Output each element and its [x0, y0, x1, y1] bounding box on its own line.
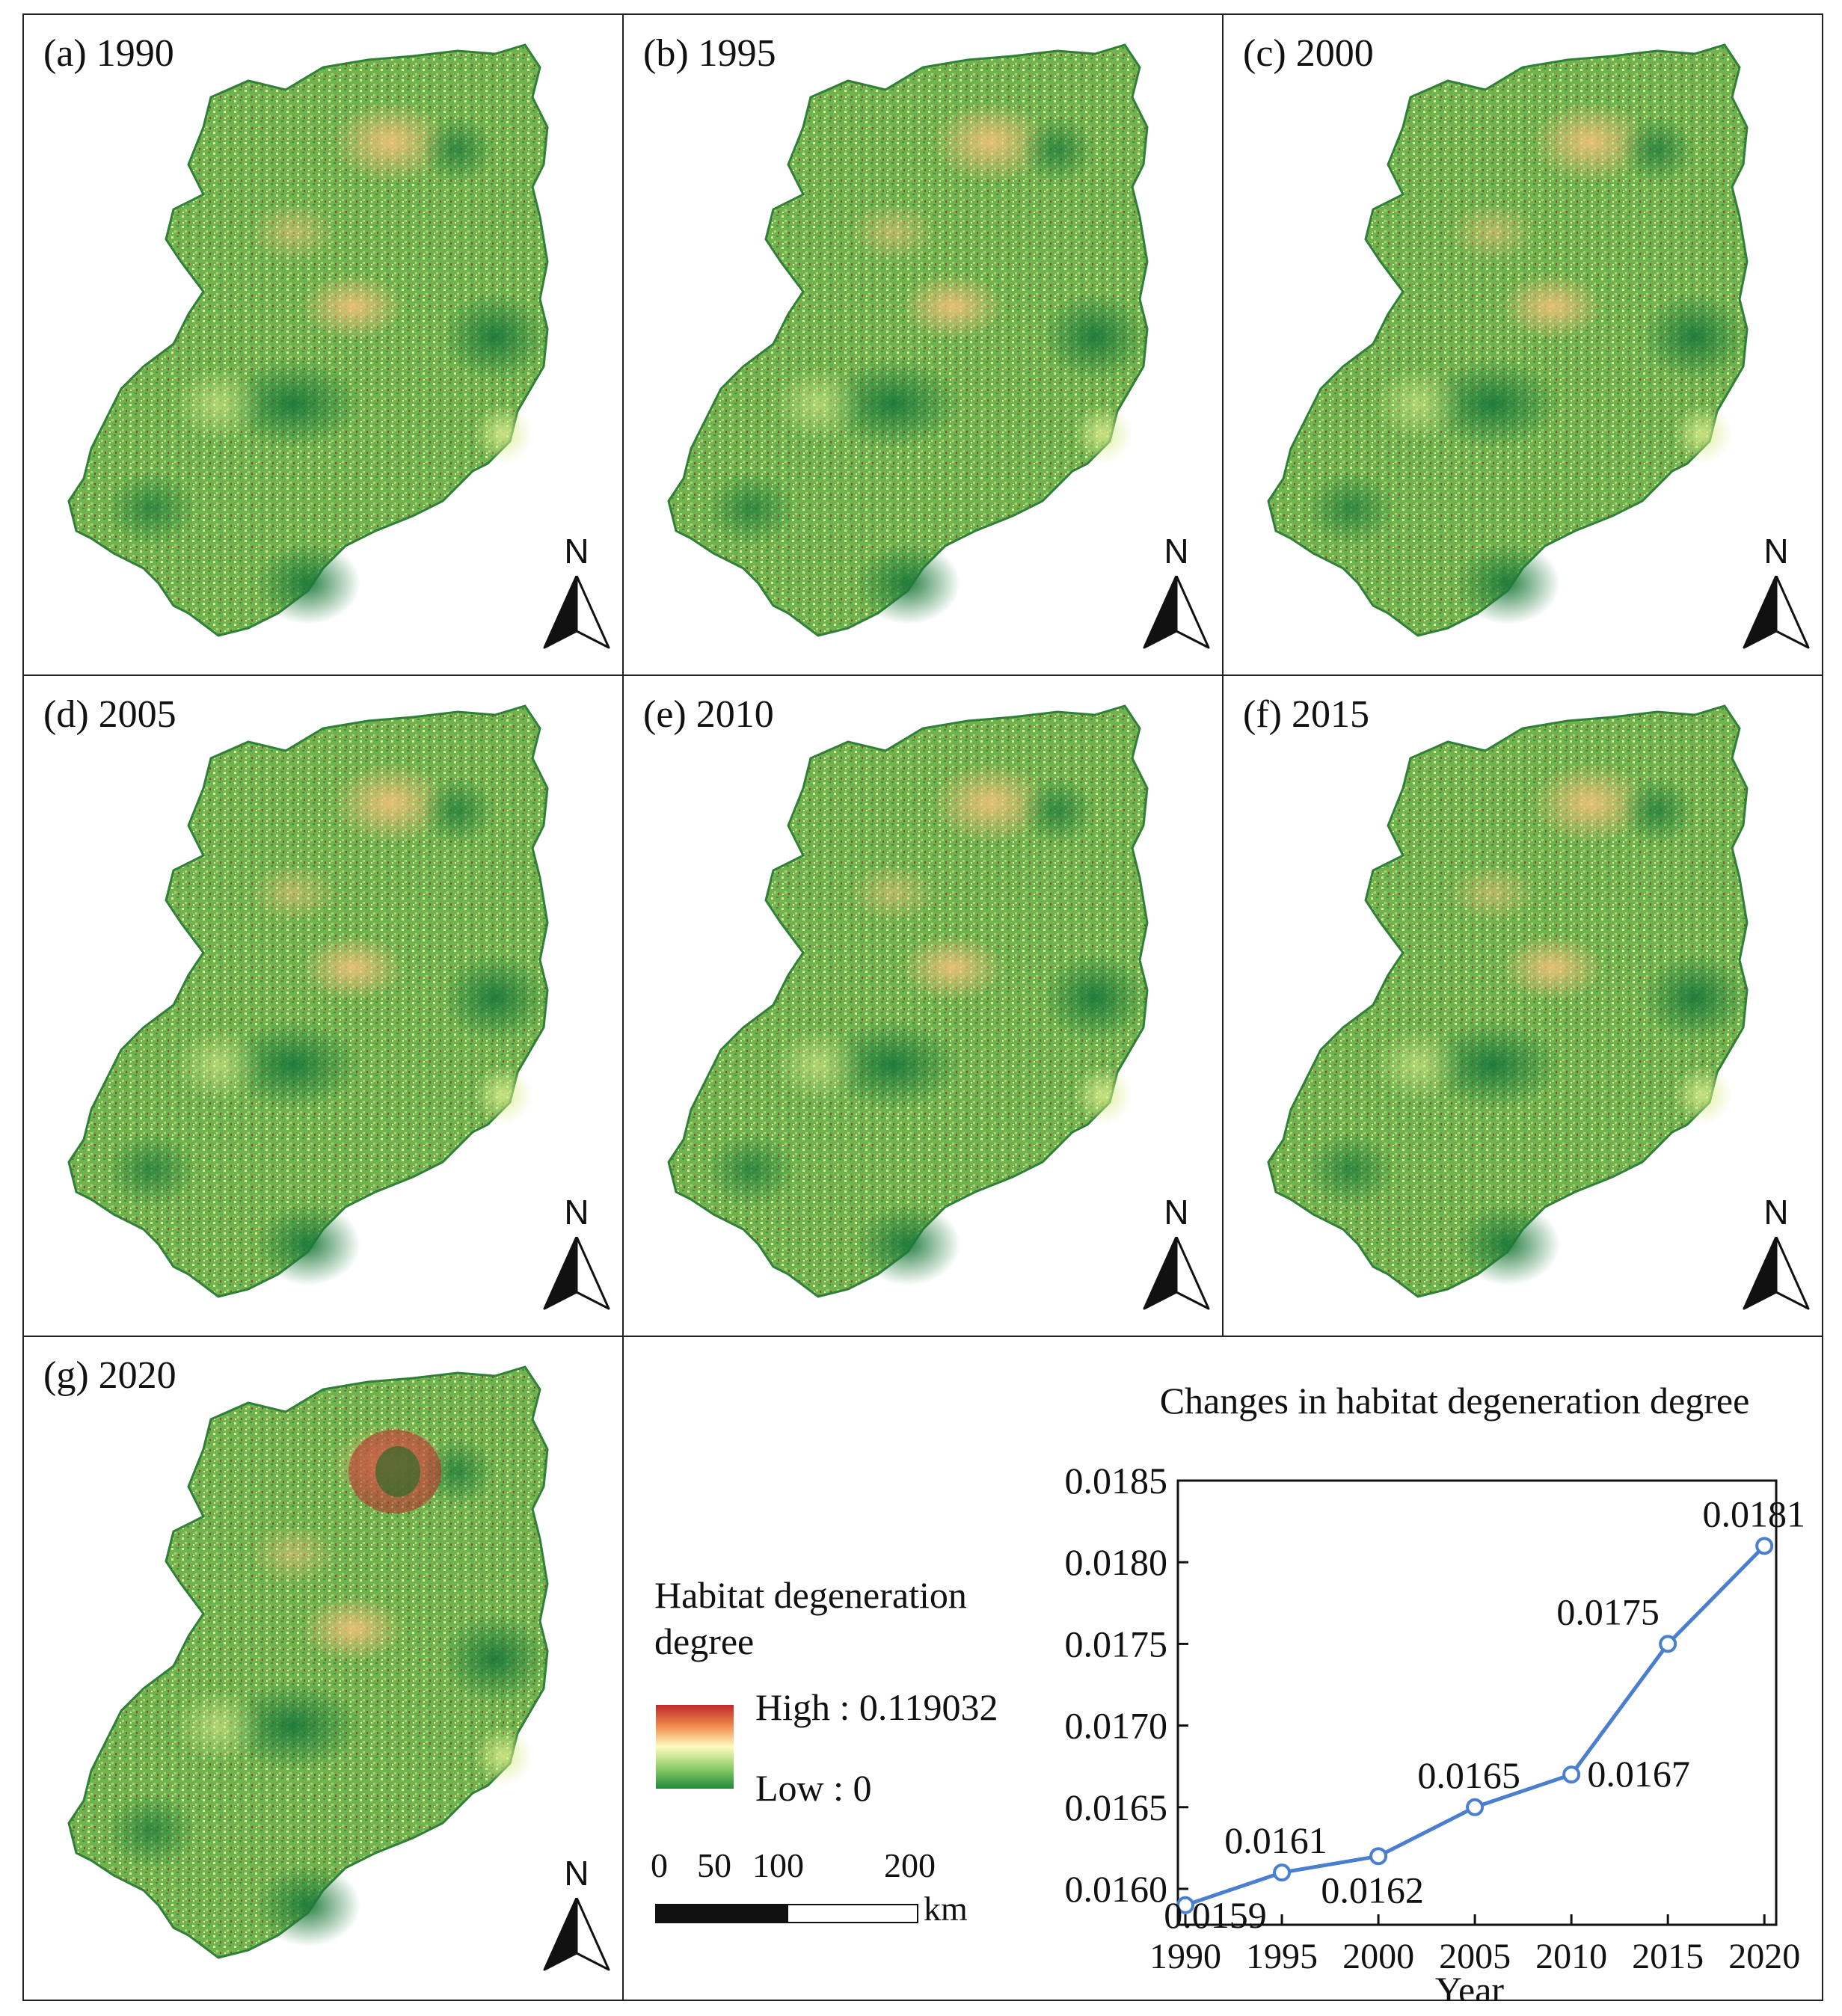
scale-bar: 0 50 100 200 km	[651, 1846, 968, 1928]
x-tick-label: 2005	[1439, 1937, 1511, 1976]
north-letter: N	[1164, 532, 1189, 571]
data-point	[1659, 1635, 1677, 1653]
legend-color-ramp	[656, 1705, 734, 1789]
x-axis-label: Year	[1435, 1969, 1504, 2001]
y-tick-label: 0.0185	[1065, 1460, 1168, 1502]
habitat-map	[1267, 43, 1749, 637]
map-panel-2005: (d) 2005 N	[22, 674, 624, 1337]
north-letter: N	[1763, 1193, 1789, 1232]
data-label: 0.0175	[1556, 1591, 1660, 1632]
panel-label: (b) 1995	[643, 32, 776, 75]
data-label: 0.0165	[1417, 1754, 1520, 1796]
panel-label: (f) 2015	[1243, 693, 1369, 736]
scale-unit: km	[924, 1890, 968, 1928]
data-point	[1466, 1798, 1485, 1816]
data-label: 0.0162	[1321, 1869, 1424, 1911]
x-tick-label: 1990	[1149, 1937, 1221, 1976]
y-tick-label: 0.0180	[1065, 1541, 1168, 1583]
panel-label: (c) 2000	[1243, 32, 1374, 75]
scale-segment-white	[787, 1904, 918, 1923]
data-point	[1562, 1765, 1581, 1784]
map-panel-2000: (c) 2000 N	[1222, 13, 1823, 676]
map-panel-2020: (g) 2020 N	[22, 1336, 624, 2001]
legend-low-label: Low : 0	[755, 1767, 872, 1809]
data-label: 0.0159	[1164, 1894, 1267, 1936]
north-arrow: N	[543, 531, 610, 658]
habitat-map	[67, 704, 549, 1298]
data-point	[1273, 1863, 1292, 1882]
chart-title: Changes in habitat degeneration degree	[1160, 1380, 1750, 1422]
data-point	[1176, 1896, 1194, 1914]
data-point	[1755, 1537, 1774, 1555]
legend-chart-panel	[622, 1336, 1823, 2001]
scale-label-0: 0	[651, 1846, 668, 1884]
panel-label: (a) 1990	[43, 32, 174, 75]
high-degeneration-core	[375, 1446, 420, 1497]
map-panel-1995: (b) 1995 N	[622, 13, 1224, 676]
habitat-degeneration-line-chart: Changes in habitat degeneration degree 0.…	[1065, 1380, 1805, 2001]
scale-label-100: 100	[752, 1846, 804, 1884]
x-tick-label: 1995	[1246, 1937, 1318, 1976]
plot-frame	[1176, 1479, 1778, 1926]
panel-label: (d) 2005	[43, 693, 176, 736]
north-letter: N	[1164, 1193, 1189, 1232]
data-label: 0.0161	[1224, 1819, 1327, 1861]
scale-segment-black	[655, 1904, 787, 1923]
y-tick-label: 0.0165	[1065, 1786, 1168, 1828]
legend-high-label: High : 0.119032	[755, 1686, 998, 1728]
legend-title: Habitat degeneration degree	[654, 1574, 967, 1662]
scale-label-200: 200	[884, 1846, 936, 1884]
habitat-map	[67, 1365, 549, 1959]
scale-label-50: 50	[697, 1846, 731, 1884]
data-point	[1369, 1847, 1388, 1866]
y-tick-label: 0.0170	[1065, 1705, 1168, 1747]
north-letter: N	[564, 532, 589, 571]
panel-label: (e) 2010	[643, 693, 774, 736]
x-tick-label: 2000	[1342, 1937, 1414, 1976]
north-arrow: N	[1743, 531, 1810, 658]
north-arrow: N	[1143, 531, 1210, 658]
habitat-map	[667, 704, 1149, 1298]
north-letter: N	[1763, 532, 1789, 571]
map-panel-1990: (a) 1990 N	[22, 13, 624, 676]
north-letter: N	[564, 1193, 589, 1232]
data-label: 0.0181	[1702, 1493, 1805, 1534]
x-tick-label: 2015	[1632, 1937, 1704, 1976]
north-arrow: N	[1743, 1192, 1810, 1319]
habitat-map	[1267, 704, 1749, 1298]
data-label: 0.0167	[1587, 1753, 1690, 1795]
north-arrow: N	[1143, 1192, 1210, 1319]
map-panel-2015: (f) 2015 N	[1222, 674, 1823, 1337]
habitat-map	[67, 43, 549, 637]
habitat-map	[667, 43, 1149, 637]
north-letter: N	[564, 1854, 589, 1893]
map-panel-2010: (e) 2010 N	[622, 674, 1224, 1337]
x-tick-label: 2010	[1535, 1937, 1607, 1976]
y-tick-label: 0.0175	[1065, 1623, 1168, 1665]
y-tick-label: 0.0160	[1065, 1868, 1168, 1910]
panel-label: (g) 2020	[43, 1354, 176, 1397]
north-arrow: N	[543, 1853, 610, 1980]
north-arrow: N	[543, 1192, 610, 1319]
x-tick-label: 2020	[1728, 1937, 1800, 1976]
